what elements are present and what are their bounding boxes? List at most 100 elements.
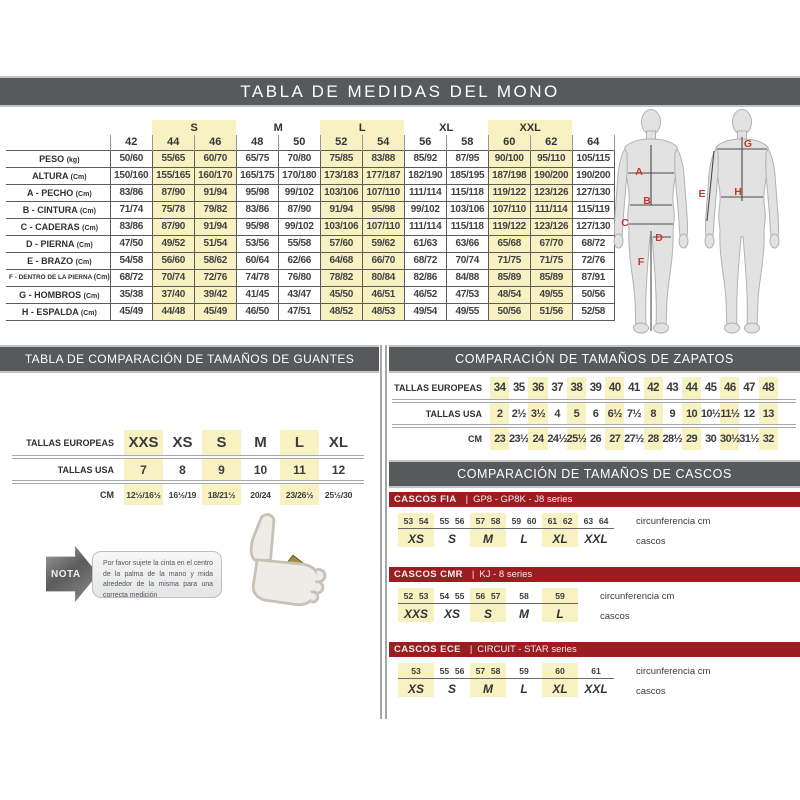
helmet-size: L [556, 607, 564, 621]
helmet-size: M [483, 532, 493, 546]
measure-value: 70/74 [151, 268, 195, 287]
size-value: 30½ [720, 428, 740, 450]
marker-a: A [635, 166, 643, 178]
size-value: 11 [280, 459, 319, 480]
size-value: 30 [705, 433, 717, 445]
measure-value: 70/80 [277, 149, 321, 168]
helmet-cm-value: 52 [403, 591, 414, 601]
measure-value: 111/114 [403, 183, 447, 202]
size-value: 18/21½ [202, 484, 241, 505]
measure-value: 63/66 [445, 234, 489, 253]
measure-value: 67/70 [529, 234, 573, 253]
measure-value: 107/110 [361, 183, 405, 202]
helmet-cm-value: 58 [490, 516, 501, 526]
measure-value: 87/95 [445, 149, 489, 168]
measure-value: 55/65 [151, 149, 195, 168]
size-group-label: L [320, 120, 405, 135]
size-value: 26 [590, 433, 602, 445]
measure-value: 52/58 [571, 302, 615, 321]
helmet-section: CASCOS FIA | GP8 - GP8K - J8 series 53 54 XS 5… [389, 492, 800, 547]
helmet-cm-value: 60 [526, 516, 537, 526]
measure-row: E - BRAZO (Cm) 54/58 56/60 58/62 60/64 62/66 6… [6, 251, 615, 270]
size-value: 28 [643, 428, 663, 450]
measure-row: ALTURA (Cm) 150/160 155/165 160/170 165/175 1… [6, 166, 615, 185]
shoes-table-row: TALLAS EUROPEAS 34 35 36 37 38 39 40 41 42 43 44 45 4… [392, 377, 796, 403]
size-value: 24½ [547, 433, 567, 445]
measure-label: C - CADERAS (Cm) [6, 217, 111, 236]
helmet-cm-value: 53 [418, 591, 429, 601]
measure-value: 79/82 [193, 200, 237, 219]
measure-value: 65/75 [235, 149, 279, 168]
size-value: 31½ [739, 433, 759, 445]
helmet-size: L [520, 682, 528, 696]
measure-value: 75/85 [319, 149, 363, 168]
size-value: 23½ [508, 433, 529, 445]
circumference-label: circunferencia cm [636, 666, 711, 677]
measure-value: 111/114 [529, 200, 573, 219]
measure-label: E - BRAZO (Cm) [6, 251, 111, 270]
separator: | [471, 569, 475, 580]
size-value: XL [328, 434, 349, 451]
size-value: 7 [124, 459, 163, 480]
size-value: 27½ [624, 433, 644, 445]
measure-value: 107/110 [487, 200, 531, 219]
helmet-cm-value: 55 [439, 516, 450, 526]
measure-value: 123/126 [529, 217, 573, 236]
size-group-label [110, 120, 152, 135]
measure-value: 87/90 [277, 200, 321, 219]
helmet-cm-value: 56 [454, 666, 465, 676]
marker-c: C [621, 217, 629, 229]
measure-value: 65/68 [487, 234, 531, 253]
size-header: 52 [319, 135, 363, 150]
shoes-title-bar: COMPARACIÓN DE TAMAÑOS DE ZAPATOS [389, 345, 800, 373]
size-value: 42 [643, 377, 663, 399]
helmet-cm-value: 54 [418, 516, 429, 526]
size-value: 7½ [626, 407, 642, 420]
cascos-label: cascos [600, 611, 630, 622]
measure-value: 177/187 [361, 166, 405, 185]
helmet-series-bar: CASCOS CMR | KJ - 8 series [389, 567, 800, 582]
measure-value: 68/72 [109, 268, 153, 287]
measure-value: 58/62 [193, 251, 237, 270]
size-value: 47 [743, 382, 755, 394]
measure-value: 50/60 [109, 149, 153, 168]
measure-value: 150/160 [109, 166, 153, 185]
size-value: 9 [202, 459, 241, 480]
size-value: 40 [605, 377, 625, 399]
measure-value: 103/106 [445, 200, 489, 219]
size-group-label: XL [439, 121, 454, 134]
helmet-size: XXL [584, 682, 608, 696]
measure-value: 103/106 [319, 217, 363, 236]
measure-value: 115/118 [445, 217, 489, 236]
size-value: 16½/19 [168, 489, 197, 500]
gloves-table-row: CM 12½/16½ 16½/19 18/21½ 20/24 23/26½ 25½/30 [12, 484, 364, 505]
size-value: 12 [331, 462, 346, 477]
size-value: 24 [528, 428, 548, 450]
size-value: M [254, 434, 267, 451]
measure-value: 49/54 [403, 302, 447, 321]
measure-value: 39/42 [193, 285, 237, 304]
size-header: 46 [193, 135, 237, 150]
separator: | [465, 494, 469, 505]
size-value: 28½ [662, 433, 683, 445]
size-value: 48 [758, 377, 778, 399]
measure-value: 95/98 [235, 183, 279, 202]
helmet-cm-value: 53 [411, 666, 421, 676]
measure-value: 182/190 [403, 166, 447, 185]
helmet-size: L [520, 532, 528, 546]
helmet-size: XS [443, 607, 460, 621]
measure-row: H - ESPALDA (Cm) 45/49 44/48 45/49 46/50 47/5… [6, 302, 615, 321]
circumference-label: circunferencia cm [600, 591, 675, 602]
measure-row: A - PECHO (Cm) 83/86 87/90 91/94 95/98 99/102… [6, 183, 615, 202]
helmet-cm-value: 56 [475, 591, 486, 601]
measure-value: 87/90 [151, 183, 195, 202]
helmet-cm-value: 63 [583, 516, 594, 526]
helmet-cm-value: 58 [519, 591, 529, 601]
helmet-series-models: KJ - 8 series [479, 569, 533, 580]
size-value: 3½ [528, 403, 548, 424]
measure-value: 95/98 [361, 200, 405, 219]
helmet-series-name: CASCOS FIA [394, 494, 457, 505]
measure-label: A - PECHO (Cm) [6, 183, 111, 202]
size-value: 2 [490, 403, 510, 424]
size-value: 10½ [700, 407, 721, 420]
